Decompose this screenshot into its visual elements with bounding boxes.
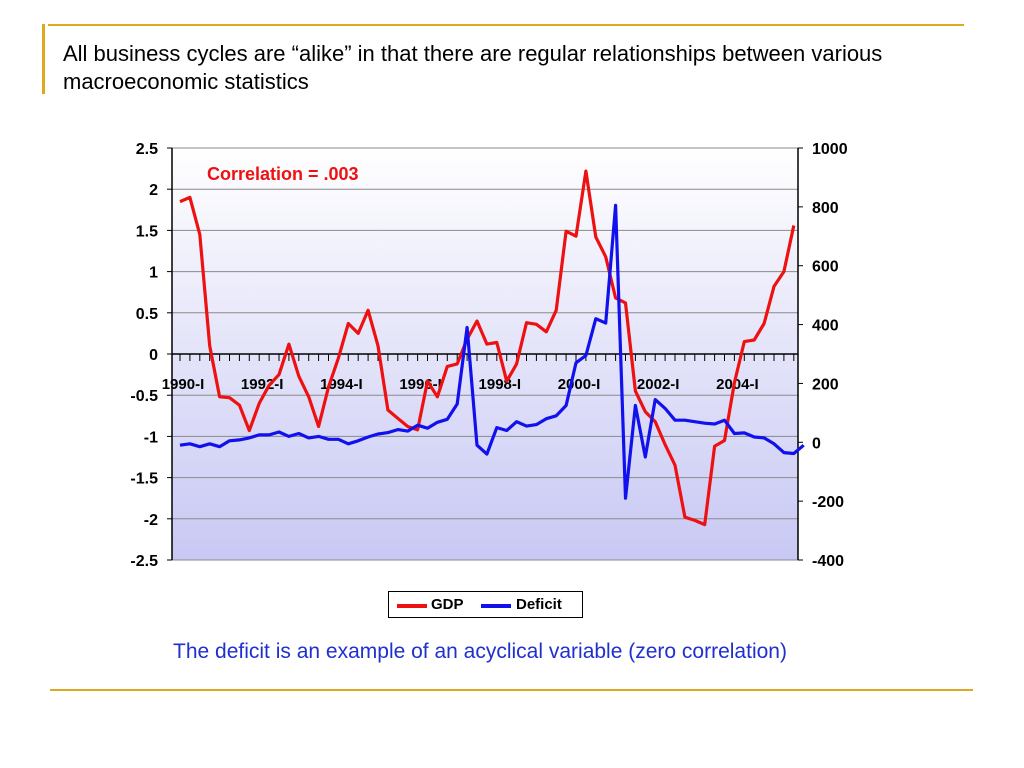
left-tick-label: 0.5: [136, 306, 158, 323]
right-tick-label: 400: [812, 318, 839, 335]
left-tick-label: -1.5: [130, 471, 158, 488]
left-tick-label: 1.5: [136, 223, 158, 240]
left-tick-label: -2.5: [130, 553, 158, 570]
legend: GDP Deficit: [388, 591, 583, 618]
series-line-deficit: [179, 203, 805, 500]
left-tick-label: -1: [144, 429, 158, 446]
left-tick-label: -0.5: [130, 388, 158, 405]
legend-swatch-deficit: [481, 604, 511, 608]
x-tick-label: 2004-I: [716, 376, 759, 393]
right-tick-label: -400: [812, 553, 844, 570]
left-rule: [42, 24, 45, 94]
slide-title: All business cycles are “alike” in that …: [63, 41, 883, 94]
x-tick-label: 2002-I: [637, 376, 680, 393]
right-tick-label: 200: [812, 376, 839, 393]
right-axis-ticks: 1000 800 600 400 200 0 -200 -400: [798, 141, 848, 570]
x-tick-label: 1998-I: [479, 376, 522, 393]
left-tick-label: 1: [149, 265, 158, 282]
top-rule: [48, 24, 964, 26]
right-tick-label: 0: [812, 435, 821, 452]
right-tick-label: 600: [812, 259, 839, 276]
dual-axis-line-chart: 2.5 2 1.5 1 0.5 0 -0.5 -1 -1.5 -2 -2.5 1000 800 600 4…: [130, 141, 848, 570]
right-tick-label: -200: [812, 494, 844, 511]
x-tick-label: 1990-I: [162, 376, 205, 393]
x-tick-label: 2000-I: [558, 376, 601, 393]
left-axis-ticks: 2.5 2 1.5 1 0.5 0 -0.5 -1 -1.5 -2 -2.5: [130, 141, 172, 570]
series-line-gdp: [179, 169, 796, 527]
slide-caption: The deficit is an example of an acyclica…: [173, 640, 787, 663]
right-tick-label: 800: [812, 200, 839, 217]
right-tick-label: 1000: [812, 141, 848, 158]
legend-label-gdp: GDP: [431, 596, 464, 613]
left-tick-label: 2.5: [136, 141, 158, 158]
left-tick-label: 0: [149, 347, 158, 364]
left-tick-label: 2: [149, 182, 158, 199]
x-tick-label: 1996-I: [399, 376, 442, 393]
legend-swatch-gdp: [397, 604, 427, 608]
legend-label-deficit: Deficit: [516, 596, 562, 613]
left-tick-label: -2: [144, 512, 158, 529]
bottom-rule: [50, 689, 973, 691]
gridlines: [172, 147, 798, 561]
correlation-annotation: Correlation = .003: [207, 164, 359, 184]
series-lines: [179, 169, 805, 527]
